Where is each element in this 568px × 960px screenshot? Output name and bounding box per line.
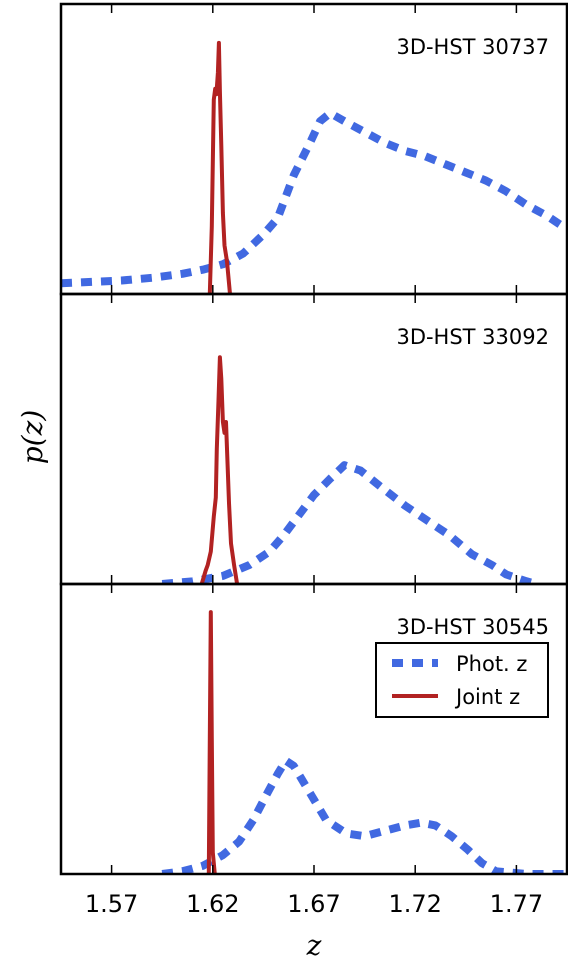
- panel-3-label: 3D-HST 30545: [396, 615, 549, 639]
- legend-joint-z-label: Joint z: [454, 685, 520, 709]
- legend-phot-z-label: Phot. z: [456, 652, 527, 676]
- panel-1-joint-z-line: [207, 40, 232, 294]
- panel-2-joint-z-line: [199, 355, 240, 584]
- panel-1-label: 3D-HST 30737: [396, 35, 549, 59]
- x-tick-label: 1.57: [85, 890, 138, 918]
- y-axis-label: p(z): [16, 410, 49, 465]
- legend-box: [375, 642, 549, 718]
- panel-3-joint-z-line: [206, 610, 217, 874]
- x-tick-label: 1.62: [186, 890, 239, 918]
- x-tick-label: 1.72: [388, 890, 441, 918]
- panel-2-label: 3D-HST 33092: [396, 325, 549, 349]
- x-tick-label: 1.77: [490, 890, 543, 918]
- x-axis-label: z: [306, 929, 322, 960]
- panel-3-phot-z-line: [161, 756, 567, 874]
- panel-2-phot-z-line: [161, 461, 538, 584]
- x-tick-label: 1.67: [287, 890, 340, 918]
- panel-1-phot-z-line: [61, 109, 567, 288]
